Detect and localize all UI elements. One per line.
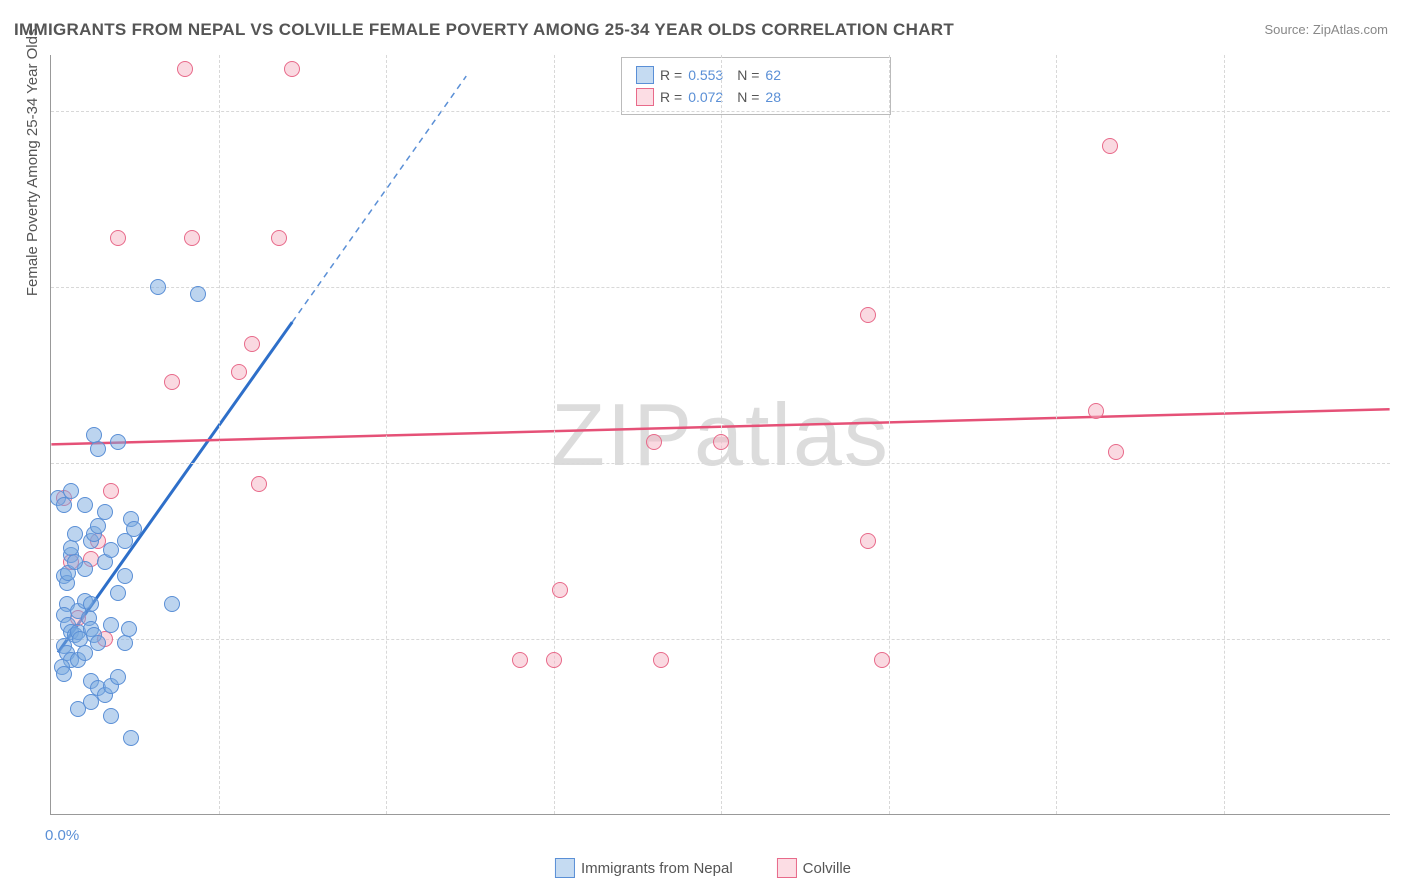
- chart-container: IMMIGRANTS FROM NEPAL VS COLVILLE FEMALE…: [0, 0, 1406, 892]
- scatter-point: [546, 652, 562, 668]
- scatter-point: [123, 730, 139, 746]
- scatter-point: [90, 518, 106, 534]
- legend-row-pink: R = 0.072 N = 28: [636, 86, 876, 108]
- scatter-point: [1102, 138, 1118, 154]
- scatter-point: [56, 666, 72, 682]
- swatch-icon: [636, 66, 654, 84]
- scatter-point: [67, 554, 83, 570]
- scatter-point: [83, 596, 99, 612]
- series-legend: Immigrants from Nepal Colville: [555, 856, 851, 880]
- swatch-icon: [555, 858, 575, 878]
- gridline-vertical: [386, 55, 387, 814]
- scatter-point: [63, 483, 79, 499]
- scatter-point: [271, 230, 287, 246]
- scatter-point: [164, 596, 180, 612]
- correlation-legend: R = 0.553 N = 62 R = 0.072 N = 28: [621, 57, 891, 115]
- chart-title: IMMIGRANTS FROM NEPAL VS COLVILLE FEMALE…: [14, 20, 954, 40]
- scatter-point: [646, 434, 662, 450]
- scatter-point: [90, 441, 106, 457]
- scatter-point: [110, 230, 126, 246]
- scatter-point: [126, 521, 142, 537]
- legend-item-pink: Colville: [777, 856, 851, 880]
- gridline-vertical: [889, 55, 890, 814]
- scatter-point: [117, 635, 133, 651]
- scatter-point: [244, 336, 260, 352]
- scatter-point: [164, 374, 180, 390]
- plot-area: ZIPatlas R = 0.553 N = 62 R = 0.072 N = …: [50, 55, 1390, 815]
- scatter-point: [86, 427, 102, 443]
- trend-line: [292, 76, 466, 322]
- scatter-point: [713, 434, 729, 450]
- scatter-point: [184, 230, 200, 246]
- legend-item-blue: Immigrants from Nepal: [555, 856, 733, 880]
- scatter-point: [110, 434, 126, 450]
- scatter-point: [110, 669, 126, 685]
- scatter-point: [103, 708, 119, 724]
- scatter-point: [190, 286, 206, 302]
- scatter-point: [284, 61, 300, 77]
- scatter-point: [97, 504, 113, 520]
- y-axis-label: Female Poverty Among 25-34 Year Olds: [24, 29, 41, 297]
- scatter-point: [103, 483, 119, 499]
- scatter-point: [653, 652, 669, 668]
- scatter-point: [1088, 403, 1104, 419]
- scatter-point: [103, 617, 119, 633]
- scatter-point: [512, 652, 528, 668]
- scatter-point: [110, 585, 126, 601]
- scatter-point: [1108, 444, 1124, 460]
- scatter-point: [117, 568, 133, 584]
- gridline-vertical: [554, 55, 555, 814]
- scatter-point: [103, 542, 119, 558]
- scatter-point: [70, 701, 86, 717]
- swatch-icon: [777, 858, 797, 878]
- scatter-point: [251, 476, 267, 492]
- gridline-vertical: [1224, 55, 1225, 814]
- gridline-vertical: [219, 55, 220, 814]
- x-tick-label: 0.0%: [45, 827, 79, 844]
- scatter-point: [56, 497, 72, 513]
- scatter-point: [874, 652, 890, 668]
- scatter-point: [121, 621, 137, 637]
- legend-row-blue: R = 0.553 N = 62: [636, 64, 876, 86]
- gridline-vertical: [1056, 55, 1057, 814]
- scatter-point: [231, 364, 247, 380]
- legend-label: Immigrants from Nepal: [581, 860, 733, 877]
- scatter-point: [77, 497, 93, 513]
- scatter-point: [90, 635, 106, 651]
- scatter-point: [552, 582, 568, 598]
- scatter-point: [67, 526, 83, 542]
- scatter-point: [77, 645, 93, 661]
- swatch-icon: [636, 88, 654, 106]
- scatter-point: [860, 307, 876, 323]
- legend-label: Colville: [803, 860, 851, 877]
- scatter-point: [177, 61, 193, 77]
- scatter-point: [150, 279, 166, 295]
- scatter-point: [860, 533, 876, 549]
- source-attribution: Source: ZipAtlas.com: [1264, 22, 1388, 37]
